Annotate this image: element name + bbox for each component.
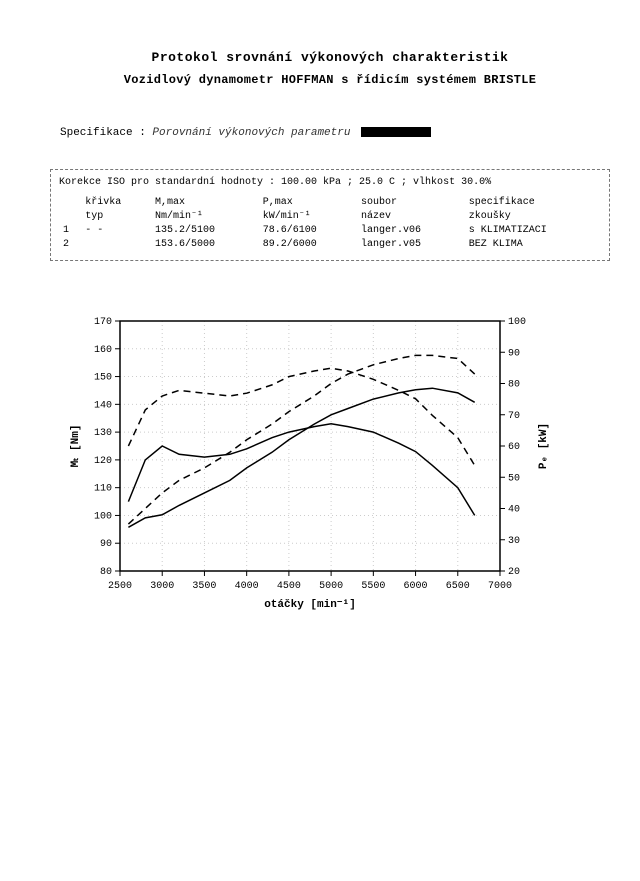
svg-text:5000: 5000 xyxy=(319,581,343,592)
series-power-2-bezklima xyxy=(128,355,474,524)
spec-value: Porovnání výkonových parametru xyxy=(152,127,350,139)
table-cell: 89.2/6000 xyxy=(259,238,357,252)
svg-text:100: 100 xyxy=(508,317,526,328)
svg-text:50: 50 xyxy=(508,473,520,484)
table-row: 1- -135.2/510078.6/6100langer.v06s KLIMA… xyxy=(59,224,601,238)
spec-label: Specifikace : xyxy=(60,127,152,139)
svg-text:4000: 4000 xyxy=(235,581,259,592)
svg-text:110: 110 xyxy=(94,484,112,495)
table-cell: 153.6/5000 xyxy=(151,238,259,252)
table-cell: 2 xyxy=(59,238,81,252)
table-cell: 1 xyxy=(59,224,81,238)
svg-text:4500: 4500 xyxy=(277,581,301,592)
svg-text:6000: 6000 xyxy=(404,581,428,592)
svg-text:150: 150 xyxy=(94,373,112,384)
svg-text:30: 30 xyxy=(508,536,520,547)
correction-line: Korekce ISO pro standardní hodnoty : 100… xyxy=(59,176,601,190)
table-header: křivka typ xyxy=(81,196,151,224)
table-header: P,max kW/min⁻¹ xyxy=(259,196,357,224)
table-cell: langer.v06 xyxy=(357,224,465,238)
svg-text:80: 80 xyxy=(100,567,112,578)
table-cell: 135.2/5100 xyxy=(151,224,259,238)
table-cell xyxy=(81,238,151,252)
svg-text:130: 130 xyxy=(94,428,112,439)
svg-text:40: 40 xyxy=(508,505,520,516)
svg-text:Mₜ [Nm]: Mₜ [Nm] xyxy=(70,425,82,468)
svg-text:170: 170 xyxy=(94,317,112,328)
svg-text:6500: 6500 xyxy=(446,581,470,592)
correction-table-box: Korekce ISO pro standardní hodnoty : 100… xyxy=(50,169,610,261)
svg-text:80: 80 xyxy=(508,380,520,391)
svg-text:otáčky [min⁻¹]: otáčky [min⁻¹] xyxy=(264,599,356,611)
page-subtitle: Vozidlový dynamometr HOFFMAN s řídicím s… xyxy=(60,73,600,87)
data-table: křivka typM,max Nm/min⁻¹P,max kW/min⁻¹so… xyxy=(59,196,601,252)
table-cell: 78.6/6100 xyxy=(259,224,357,238)
table-cell: s KLIMATIZACI xyxy=(465,224,601,238)
svg-text:140: 140 xyxy=(94,400,112,411)
dyno-chart: 2500 3000 3500 4000 4500 5000 5500 6000 6500 7000… xyxy=(50,311,570,621)
page-title: Protokol srovnání výkonových charakteris… xyxy=(60,50,600,65)
table-row: 2 153.6/500089.2/6000langer.v05BEZ KLIMA xyxy=(59,238,601,252)
svg-text:3000: 3000 xyxy=(150,581,174,592)
svg-text:20: 20 xyxy=(508,567,520,578)
svg-text:2500: 2500 xyxy=(108,581,132,592)
svg-text:100: 100 xyxy=(94,511,112,522)
specification-line: Specifikace : Porovnání výkonových param… xyxy=(60,127,600,139)
svg-text:120: 120 xyxy=(94,456,112,467)
svg-text:70: 70 xyxy=(508,411,520,422)
svg-text:5500: 5500 xyxy=(361,581,385,592)
table-cell: langer.v05 xyxy=(357,238,465,252)
svg-text:3500: 3500 xyxy=(192,581,216,592)
table-header: soubor název xyxy=(357,196,465,224)
series-torque-2-bezklima xyxy=(128,368,474,465)
table-header xyxy=(59,196,81,224)
series-torque-1-klima xyxy=(128,424,474,516)
svg-text:60: 60 xyxy=(508,442,520,453)
table-cell: - - xyxy=(81,224,151,238)
redacted-block xyxy=(361,127,431,137)
table-cell: BEZ KLIMA xyxy=(465,238,601,252)
svg-text:7000: 7000 xyxy=(488,581,512,592)
table-header: specifikace zkoušky xyxy=(465,196,601,224)
svg-text:90: 90 xyxy=(100,539,112,550)
svg-text:160: 160 xyxy=(94,345,112,356)
table-header: M,max Nm/min⁻¹ xyxy=(151,196,259,224)
svg-text:90: 90 xyxy=(508,348,520,359)
svg-text:Pₑ [kW]: Pₑ [kW] xyxy=(538,423,550,469)
chart-container: 2500 3000 3500 4000 4500 5000 5500 6000 6500 7000… xyxy=(50,311,600,621)
